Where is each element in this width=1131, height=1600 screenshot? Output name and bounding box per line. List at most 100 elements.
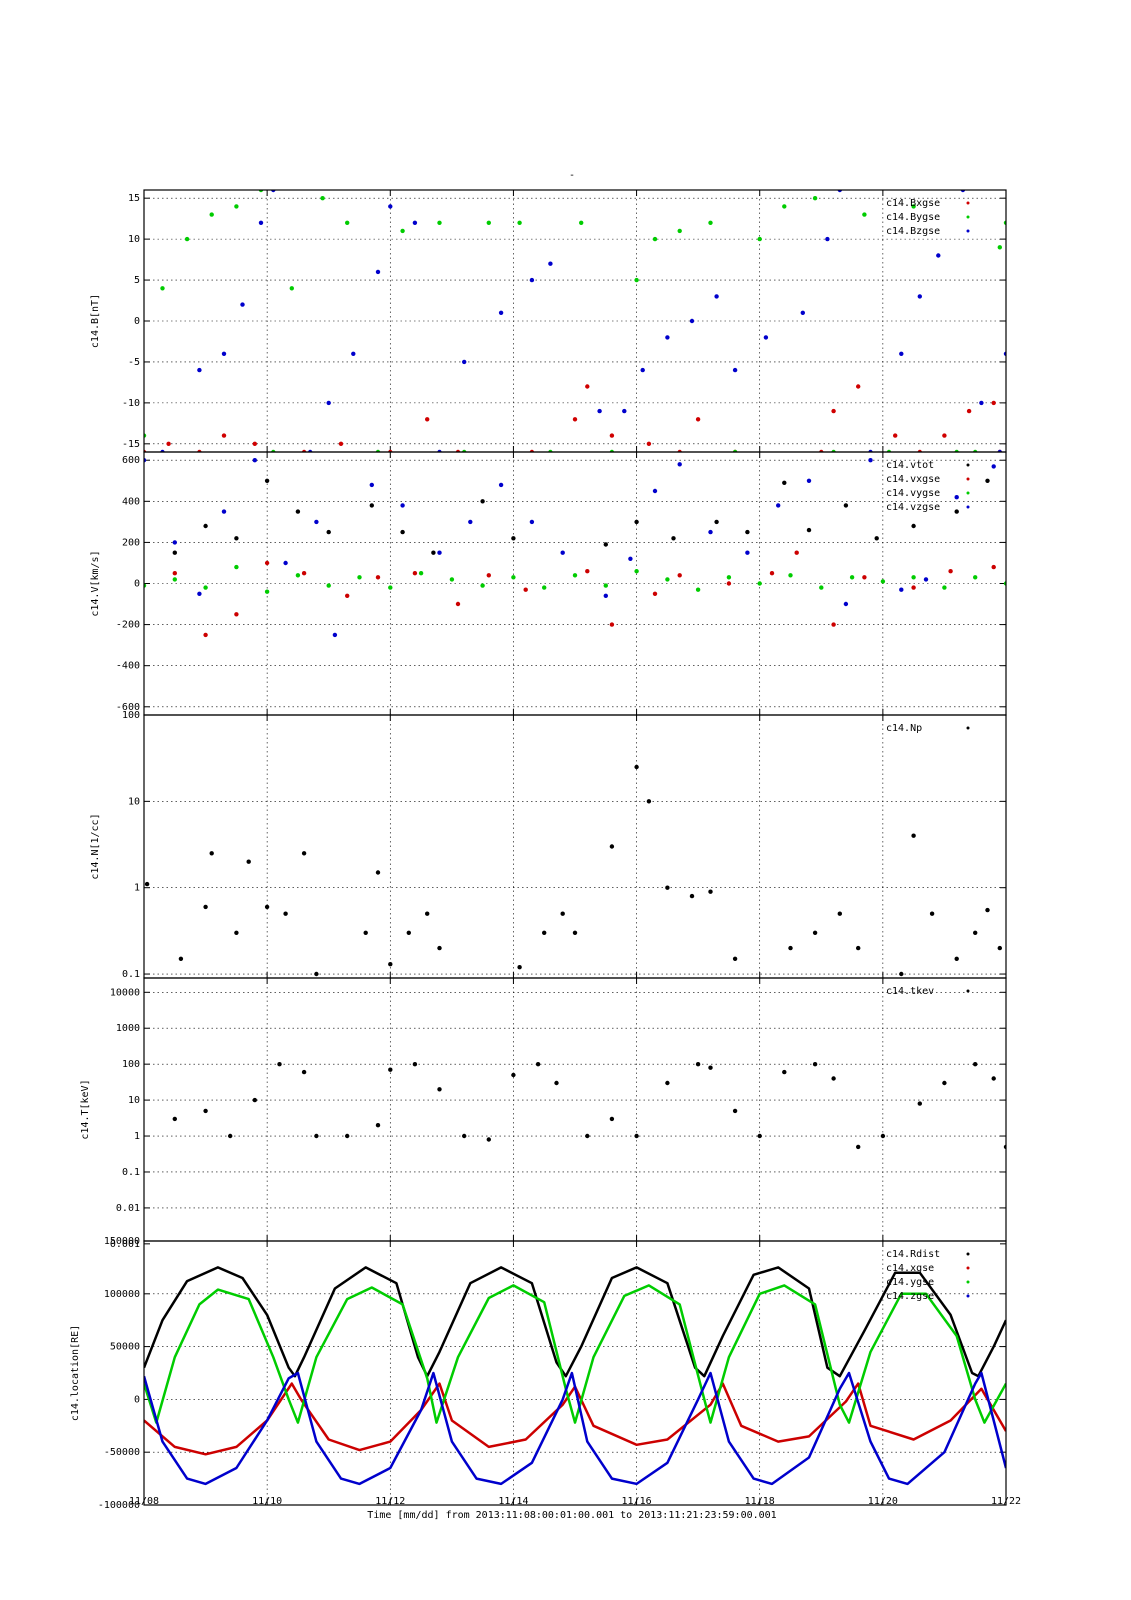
data-point [572, 930, 578, 935]
data-point [732, 367, 738, 373]
data-point [517, 965, 522, 970]
data-point [486, 220, 491, 225]
data-point [579, 220, 584, 225]
data-point [258, 220, 264, 225]
x-tick-label: 11/22 [991, 1496, 1021, 1507]
data-point [345, 1133, 350, 1139]
data-point [652, 236, 658, 242]
series-group-t [172, 1062, 1006, 1150]
data-point [609, 622, 615, 627]
data-point [677, 228, 682, 234]
y-tick-label: 0 [134, 579, 140, 590]
data-point [991, 400, 996, 406]
panels-group: 151050-5-10-15c14.Bxgsec14.Bygsec14.Bzgs… [70, 189, 1007, 1511]
data-point [295, 573, 301, 578]
data-point [172, 550, 177, 555]
data-point [806, 478, 812, 483]
y-tick-label: 100000 [104, 1289, 140, 1300]
y-tick-label: 400 [122, 496, 140, 507]
data-point [172, 577, 177, 582]
data-point [412, 220, 418, 225]
data-point [695, 587, 701, 592]
panel-frame [143, 714, 1007, 979]
y-tick-label: -50000 [104, 1447, 140, 1458]
data-point [794, 550, 799, 555]
data-point [345, 593, 350, 598]
data-point [264, 904, 270, 910]
data-point [449, 577, 455, 582]
series-group-n [144, 764, 1002, 977]
y-tick-label: -600 [116, 702, 140, 713]
data-point [462, 1133, 467, 1139]
data-point [585, 569, 590, 574]
data-point [899, 971, 904, 977]
data-point [677, 573, 682, 578]
legend-label: c14.ygse [886, 1277, 934, 1288]
y-tick-label: 200 [122, 537, 140, 548]
data-point [203, 632, 208, 638]
data-point [634, 764, 639, 770]
legend-marker [966, 726, 970, 730]
data-point [264, 478, 270, 483]
data-point [831, 1076, 836, 1081]
series-group-loc [144, 1266, 1006, 1486]
data-point [314, 1133, 319, 1139]
data-point [560, 550, 565, 555]
legend-marker [966, 201, 970, 205]
data-point [997, 945, 1002, 951]
legend-marker [966, 491, 970, 495]
data-point [400, 503, 405, 508]
figure-top-marker: - [569, 170, 575, 181]
legend-marker [966, 215, 970, 219]
data-point [831, 622, 836, 627]
data-point [455, 601, 461, 607]
data-point [437, 945, 442, 951]
data-point [782, 1069, 787, 1075]
data-point [511, 1072, 516, 1078]
y-tick-label: 0 [134, 316, 140, 327]
data-point [246, 859, 251, 864]
data-point [973, 1062, 978, 1067]
data-point [942, 433, 947, 438]
data-point [812, 1062, 818, 1067]
data-point [856, 1144, 861, 1150]
x-tick-label: 11/16 [622, 1496, 652, 1507]
data-point [874, 536, 879, 541]
data-point [856, 945, 861, 951]
data-point [585, 1133, 590, 1139]
data-point [708, 220, 713, 225]
data-point [695, 417, 701, 422]
data-point [203, 585, 208, 590]
data-point [732, 1108, 738, 1114]
data-point [363, 930, 368, 935]
data-point [973, 575, 978, 580]
data-point [203, 523, 208, 529]
y-axis-label: c14.V[km/s] [90, 550, 101, 616]
x-tick-label: 11/12 [375, 1496, 405, 1507]
data-point [966, 408, 972, 414]
y-tick-label: 1 [134, 1131, 140, 1142]
data-point [295, 509, 301, 514]
y-tick-label: 1 [134, 883, 140, 894]
legend-marker [966, 505, 970, 509]
data-point [689, 318, 695, 324]
y-tick-label: -5 [128, 357, 140, 368]
data-point [178, 956, 184, 961]
data-point [369, 482, 374, 488]
data-point [714, 519, 719, 525]
data-point [825, 236, 830, 242]
data-point [954, 956, 959, 961]
y-tick-label: 0 [134, 1394, 140, 1405]
data-point [880, 1133, 886, 1139]
data-point [240, 302, 245, 307]
y-tick-label: -400 [116, 661, 140, 672]
data-point [203, 1108, 208, 1114]
data-point [665, 885, 670, 890]
data-point [745, 550, 750, 555]
y-tick-label: 0.1 [122, 1167, 140, 1178]
data-point [634, 569, 639, 574]
data-point [695, 1062, 701, 1067]
data-point [437, 550, 442, 555]
panel-loc: 150000 100000 50000 0 -50000 -100000 c14.Rdist… [70, 1236, 1007, 1511]
